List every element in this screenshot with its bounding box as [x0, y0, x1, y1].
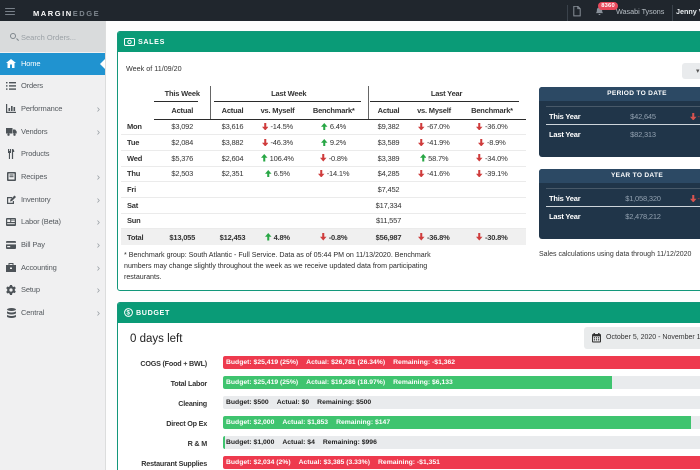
svg-text:$: $ — [127, 310, 131, 317]
